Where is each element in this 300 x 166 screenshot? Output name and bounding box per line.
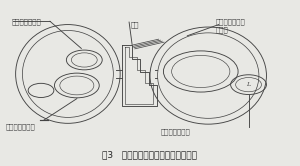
- Text: 传感器安装位置: 传感器安装位置: [160, 128, 190, 135]
- Text: 图3   脚底机械结构以及传感器安装图: 图3 脚底机械结构以及传感器安装图: [103, 150, 197, 159]
- Text: 传感器安装位置: 传感器安装位置: [5, 123, 35, 130]
- Text: 铰链: 铰链: [130, 21, 139, 28]
- Text: 传感器安装位置: 传感器安装位置: [11, 18, 41, 25]
- Text: L: L: [247, 82, 250, 87]
- Text: 传感器电路板安
装位置: 传感器电路板安 装位置: [216, 18, 245, 33]
